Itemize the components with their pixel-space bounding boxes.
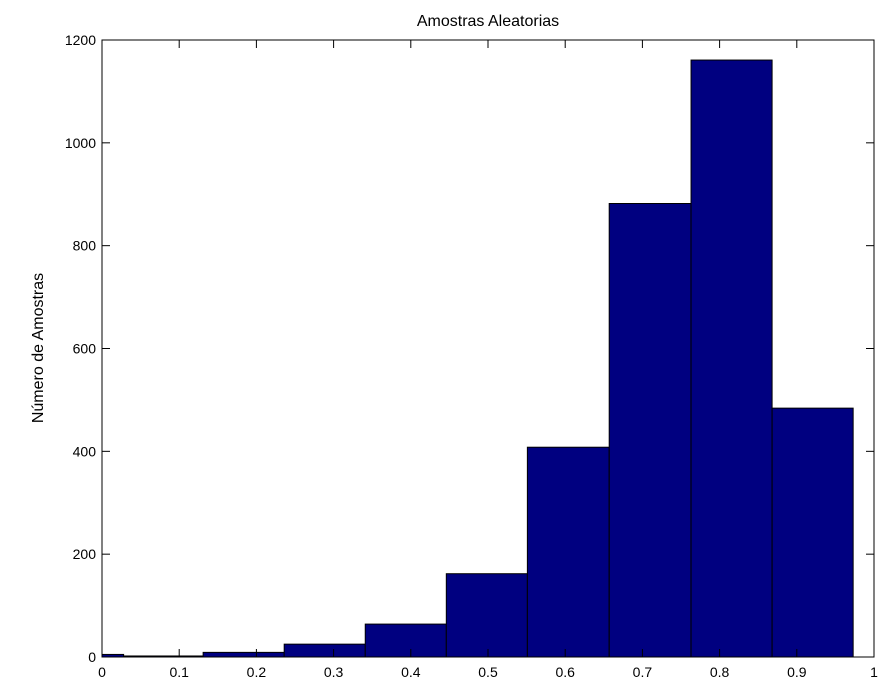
chart-title: Amostras Aleatorias bbox=[417, 13, 559, 30]
histogram-bar-10 bbox=[771, 407, 854, 658]
y-tick-label: 0 bbox=[88, 649, 96, 665]
x-tick-label: 1 bbox=[870, 664, 878, 679]
histogram-bar-8 bbox=[608, 203, 692, 658]
histogram-bar-5 bbox=[364, 623, 447, 658]
y-tick-label: 800 bbox=[73, 238, 97, 254]
histogram-bar-4 bbox=[283, 643, 366, 658]
x-tick-label: 0.6 bbox=[555, 664, 575, 679]
x-tick-label: 0.7 bbox=[633, 664, 653, 679]
x-tick-label: 0.3 bbox=[324, 664, 344, 679]
x-tick-label: 0.4 bbox=[401, 664, 421, 679]
x-tick-label: 0.8 bbox=[710, 664, 730, 679]
x-tick-label: 0 bbox=[98, 664, 106, 679]
y-tick-label: 600 bbox=[73, 341, 97, 357]
histogram-bar-3 bbox=[202, 651, 285, 658]
histogram-bar-6 bbox=[445, 573, 528, 658]
histogram-bar-7 bbox=[526, 446, 610, 658]
x-tick-label: 0.2 bbox=[247, 664, 267, 679]
histogram-bar-9 bbox=[690, 59, 773, 658]
y-axis-title: Número de Amostras bbox=[30, 273, 47, 423]
ticks-layer bbox=[101, 39, 875, 658]
tick-labels-layer: 0 0.1 0.2 0.3 0.4 0.5 0.6 0.7 0.8 0.9 1 0 200 400 600 8… bbox=[65, 32, 878, 679]
y-tick-label: 1000 bbox=[65, 135, 96, 151]
x-tick-label: 0.9 bbox=[787, 664, 807, 679]
x-tick-label: 0.5 bbox=[478, 664, 498, 679]
bars-layer bbox=[101, 59, 854, 658]
x-tick-label: 0.1 bbox=[169, 664, 189, 679]
y-tick-label: 200 bbox=[73, 546, 97, 562]
y-tick-label: 400 bbox=[73, 443, 97, 459]
y-tick-label: 1200 bbox=[65, 32, 96, 48]
